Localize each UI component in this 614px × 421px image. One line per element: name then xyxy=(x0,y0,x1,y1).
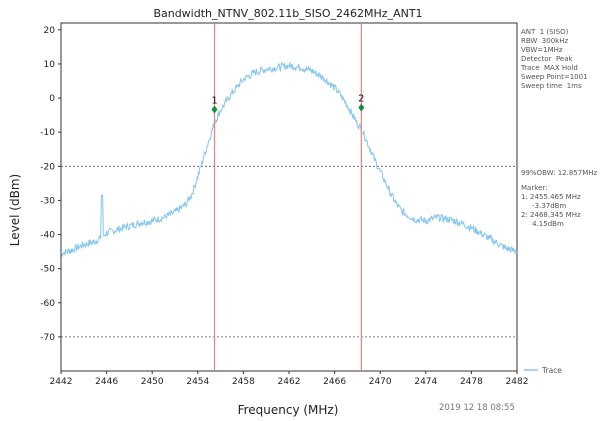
marker-readout-line: 2: 2468.345 MHz xyxy=(521,211,581,219)
marker-2-label: 2 xyxy=(358,94,364,105)
settings-line: Trace MAX Hold xyxy=(521,64,578,72)
marker-readout-line: 1: 2455.465 MHz xyxy=(521,193,581,201)
settings-line: VBW=1MHz xyxy=(521,46,563,54)
settings-line: Sweep time 1ms xyxy=(521,82,582,90)
y-tick-label: -30 xyxy=(40,196,55,206)
x-tick-label: 2458 xyxy=(232,377,255,387)
settings-line: Detector Peak xyxy=(521,55,573,63)
legend-label: Trace xyxy=(541,366,562,375)
x-tick-label: 2466 xyxy=(323,377,346,387)
marker-2-point xyxy=(358,103,365,112)
obw-readout: 99%OBW: 12.857MHz xyxy=(521,169,598,177)
plot-frame xyxy=(60,22,518,372)
x-tick-label: 2482 xyxy=(506,377,529,387)
x-tick-label: 2454 xyxy=(186,377,209,387)
marker-readout-line: -3.37dBm xyxy=(521,202,567,210)
timestamp: 2019 12 18 08:55 xyxy=(439,403,515,413)
settings-line: Sweep Point=1001 xyxy=(521,73,588,81)
x-tick-label: 2446 xyxy=(95,377,118,387)
x-tick-label: 2470 xyxy=(369,377,392,387)
marker-1-point xyxy=(211,105,218,114)
settings-line: ANT 1 (SISO) xyxy=(521,28,569,36)
settings-panel: ANT 1 (SISO) RBW 300kHz VBW=1MHz Detector P… xyxy=(521,28,588,91)
x-tick-label: 2478 xyxy=(460,377,483,387)
y-tick-label: 10 xyxy=(44,60,56,70)
marker-readout-line: 4.15dBm xyxy=(521,220,564,228)
marker-readout-line: Marker: xyxy=(521,184,548,192)
x-tick-label: 2450 xyxy=(141,377,164,387)
marker-readout: Marker: 1: 2455.465 MHz -3.37dBm 2: 2468.3… xyxy=(521,184,581,229)
y-tick-label: -40 xyxy=(40,231,55,241)
marker-1-label: 1 xyxy=(211,96,217,107)
x-axis-label: Frequency (MHz) xyxy=(238,403,339,417)
y-tick-label: 20 xyxy=(44,26,56,36)
settings-line: RBW 300kHz xyxy=(521,37,569,45)
x-tick-label: 2442 xyxy=(50,377,73,387)
y-axis-label: Level (dBm) xyxy=(8,174,22,246)
y-tick-label: -20 xyxy=(40,162,55,172)
y-tick-label: -70 xyxy=(40,333,55,343)
legend: Trace xyxy=(524,366,562,375)
chart-title: Bandwidth_NTNV_802.11b_SISO_2462MHz_ANT1 xyxy=(153,7,422,20)
trace-line xyxy=(60,62,518,258)
y-tick-label: -10 xyxy=(40,128,55,138)
y-tick-label: -60 xyxy=(40,299,55,309)
x-tick-label: 2462 xyxy=(278,377,301,387)
x-tick-label: 2474 xyxy=(414,377,437,387)
y-tick-label: 0 xyxy=(49,94,55,104)
y-tick-label: -50 xyxy=(40,265,55,275)
